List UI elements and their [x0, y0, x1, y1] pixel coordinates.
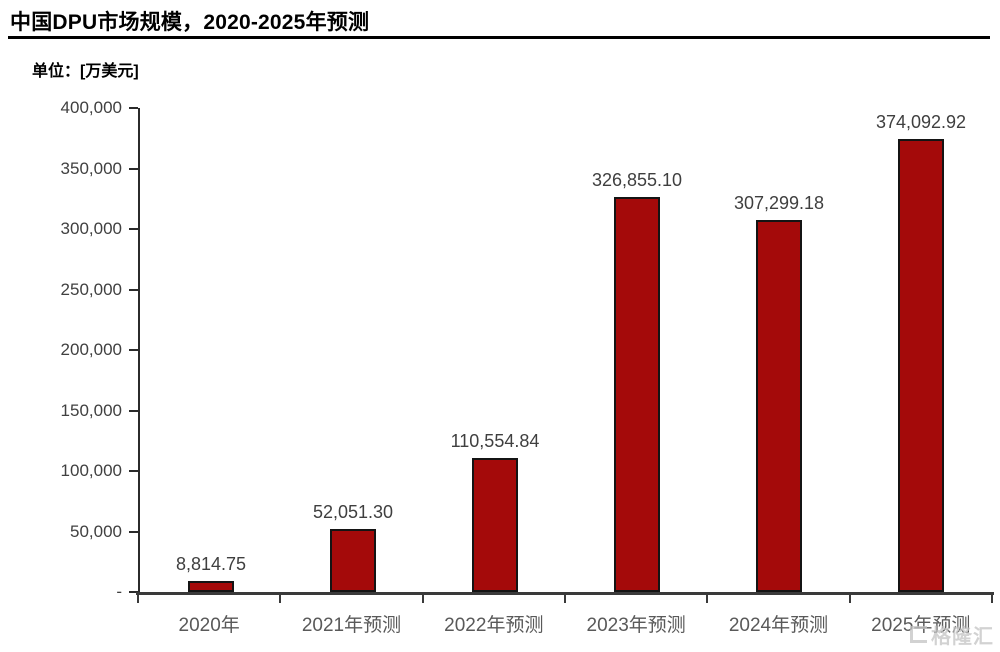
title-underline [8, 36, 990, 39]
y-tick-mark [129, 107, 138, 109]
bar-2025 [898, 139, 944, 592]
x-axis-ticks [137, 594, 993, 603]
bar-group-2025: 374,092.92 [850, 108, 992, 592]
y-tick-label: 50,000 [70, 521, 122, 541]
x-category-label: 2022年预测 [444, 615, 544, 636]
watermark-text: 格隆汇 [931, 626, 994, 648]
y-tick-mark [129, 288, 138, 291]
y-tick-label: 400,000 [60, 98, 122, 117]
x-tick-mark [137, 594, 139, 603]
bars-row: 8,814.75 52,051.30 110,554.84 326,855.10… [140, 108, 992, 592]
y-tick-mark [129, 409, 138, 412]
unit-label: 单位：[万美元] [32, 63, 139, 80]
y-tick-label: 350,000 [60, 158, 122, 178]
y-tick-label: 200,000 [60, 340, 122, 359]
x-tick-mark [421, 594, 424, 603]
bar-value-label: 110,554.84 [450, 431, 540, 452]
bar-group-2020: 8,814.75 [140, 108, 282, 592]
bar-value-label: 374,092.92 [875, 112, 967, 133]
y-tick-mark [129, 228, 138, 230]
x-tick-mark [564, 594, 566, 603]
x-tick-mark [848, 594, 851, 603]
bar-value-label: 52,051.30 [312, 502, 394, 523]
chart-title: 中国DPU市场规模，2020-2025年预测 [10, 11, 370, 34]
x-category-label: 2020年 [178, 615, 240, 636]
plot-area: 8,814.75 52,051.30 110,554.84 326,855.10… [138, 108, 992, 592]
bar-2020 [188, 581, 234, 592]
y-tick-mark [129, 167, 138, 170]
x-axis-line [136, 592, 994, 595]
bar-group-2023: 326,855.10 [566, 108, 708, 592]
bar-value-label: 307,299.18 [733, 193, 825, 214]
bar-value-label: 326,855.10 [591, 169, 683, 190]
bar-group-2021: 52,051.30 [282, 108, 424, 592]
y-axis-labels: 400,000 350,000 300,000 250,000 200,000 … [26, 98, 122, 601]
gelonghui-logo-icon [910, 626, 927, 643]
bar-group-2022: 110,554.84 [424, 108, 566, 592]
x-category-label: 2023年预测 [586, 615, 686, 636]
bar-value-label: 8,814.75 [175, 554, 247, 575]
y-tick-mark [129, 349, 138, 351]
x-category-label: 2024年预测 [728, 615, 829, 636]
watermark: 格隆汇 [910, 620, 994, 649]
y-tick-mark [129, 530, 138, 533]
y-tick-mark [129, 591, 138, 593]
bar-2022 [472, 458, 518, 592]
bar-2024 [756, 220, 802, 592]
y-tick-label: - [116, 582, 122, 601]
x-tick-mark [279, 594, 282, 603]
y-tick-label: 300,000 [60, 219, 122, 238]
y-tick-label: 150,000 [60, 400, 122, 420]
x-tick-mark [991, 594, 993, 603]
y-tick-mark [129, 470, 138, 472]
bar-2023 [614, 196, 660, 592]
bar-group-2024: 307,299.18 [708, 108, 850, 592]
y-tick-label: 250,000 [60, 279, 122, 299]
x-category-label: 2025年预测 [871, 615, 971, 636]
bar-2021 [330, 529, 376, 592]
y-tick-label: 100,000 [60, 461, 122, 480]
y-axis-ticks [129, 107, 138, 593]
x-category-label: 2021年预测 [301, 615, 402, 636]
x-tick-mark [706, 594, 709, 603]
x-axis-labels: 2020年 2021年预测 2022年预测 2023年预测 2024年预测 20… [138, 610, 992, 640]
